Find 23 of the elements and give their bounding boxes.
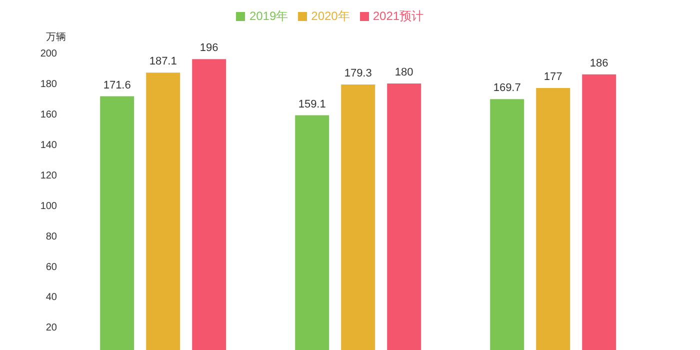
data-label: 177: [544, 71, 562, 84]
y-tick-label: 120: [40, 170, 58, 182]
y-tick-label: 60: [46, 262, 58, 273]
y-axis-title: 万辆: [46, 31, 66, 44]
data-label: 187.1: [149, 56, 177, 68]
data-label: 171.6: [103, 79, 131, 92]
y-tick-label: 160: [40, 109, 58, 120]
y-tick-label: 20: [46, 322, 58, 334]
legend-label: 2020年: [311, 9, 350, 23]
y-tick-label: 100: [40, 200, 58, 212]
y-tick-label: 180: [40, 79, 58, 90]
data-label: 186: [590, 57, 608, 70]
y-tick-label: 200: [40, 48, 58, 60]
legend-label: 2019年: [249, 9, 288, 23]
data-label: 180: [394, 66, 414, 78]
legend-label: 2021预计: [372, 9, 424, 23]
data-label: 159.1: [298, 98, 326, 110]
data-label: 169.7: [493, 82, 521, 94]
y-tick-label: 140: [40, 140, 58, 151]
data-label: 179.3: [344, 68, 372, 80]
data-label: 196: [200, 42, 218, 54]
y-tick-label: 80: [46, 231, 58, 242]
y-tick-label: 40: [46, 292, 58, 304]
